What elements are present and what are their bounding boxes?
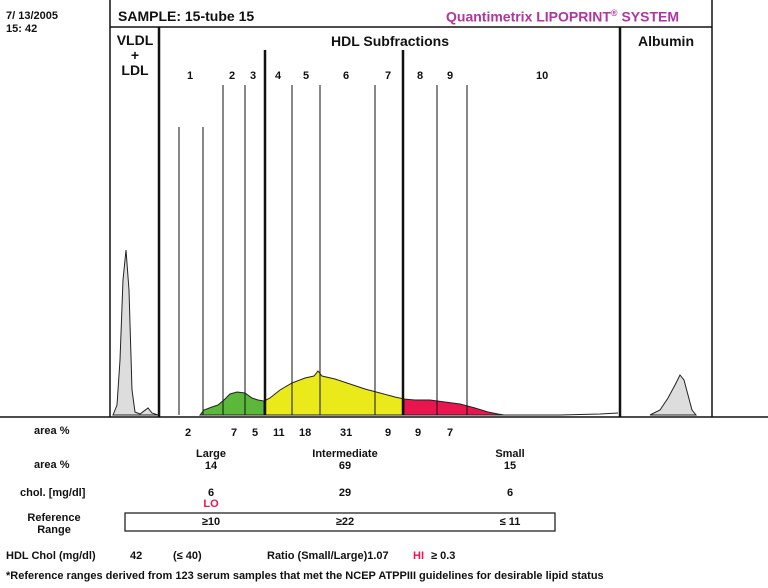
subfraction-5: 5: [303, 70, 310, 82]
hdl-chol-value: 42: [130, 550, 143, 562]
ratio-label: Ratio (Small/Large)1.07: [267, 550, 389, 562]
group-small: Small 15: [495, 448, 525, 472]
lo-flag: LO: [203, 498, 219, 510]
subfraction-8: 8: [417, 70, 424, 82]
subfraction-4: 4: [275, 70, 282, 82]
group-area-label: area %: [34, 459, 70, 471]
chol-small: 6: [506, 487, 514, 499]
area-value: 18: [299, 427, 312, 439]
subfraction-10: 10: [536, 70, 549, 82]
group-intermediate: Intermediate 69: [312, 448, 378, 472]
date-label: 7/ 13/2005: [6, 10, 58, 22]
subfraction-6: 6: [343, 70, 350, 82]
area-value: 2: [185, 427, 192, 439]
area-label: area %: [34, 425, 70, 437]
time-label: 15: 42: [6, 23, 38, 35]
area-value: 5: [252, 427, 259, 439]
group-large: Large 14: [196, 448, 226, 472]
subfraction-7: 7: [385, 70, 392, 82]
area-value: 9: [385, 427, 392, 439]
vldl-ldl-label: VLDL + LDL: [116, 32, 154, 78]
area-value: 9: [415, 427, 422, 439]
area-value: 7: [447, 427, 454, 439]
range-intermediate: ≥22: [335, 516, 355, 528]
albumin-label: Albumin: [638, 33, 694, 49]
subfraction-1: 1: [187, 70, 194, 82]
chol-label: chol. [mg/dl]: [20, 487, 86, 499]
chol-intermediate: 29: [338, 487, 352, 499]
footnote: *Reference ranges derived from 123 serum…: [6, 570, 604, 582]
ratio-reference: ≥ 0.3: [431, 550, 456, 562]
hdl-chol-label: HDL Chol (mg/dl): [6, 550, 96, 562]
hdl-subfractions-label: HDL Subfractions: [331, 33, 449, 49]
range-large: ≥10: [201, 516, 221, 528]
area-value: 11: [273, 427, 285, 439]
reference-range-label: Reference Range: [27, 512, 81, 536]
range-small: ≤ 11: [499, 516, 521, 528]
sample-label: SAMPLE: 15-tube 15: [118, 8, 255, 24]
subfraction-3: 3: [250, 70, 257, 82]
hi-flag: HI: [413, 550, 424, 562]
subfraction-2: 2: [229, 70, 236, 82]
chol-large: 6: [207, 487, 215, 499]
system-title: Quantimetrix LIPOPRINT® SYSTEM: [446, 8, 680, 25]
area-value: 31: [340, 427, 353, 439]
subfraction-9: 9: [447, 70, 454, 82]
area-value: 7: [231, 427, 238, 439]
hdl-chol-reference: (≤ 40): [173, 550, 202, 562]
